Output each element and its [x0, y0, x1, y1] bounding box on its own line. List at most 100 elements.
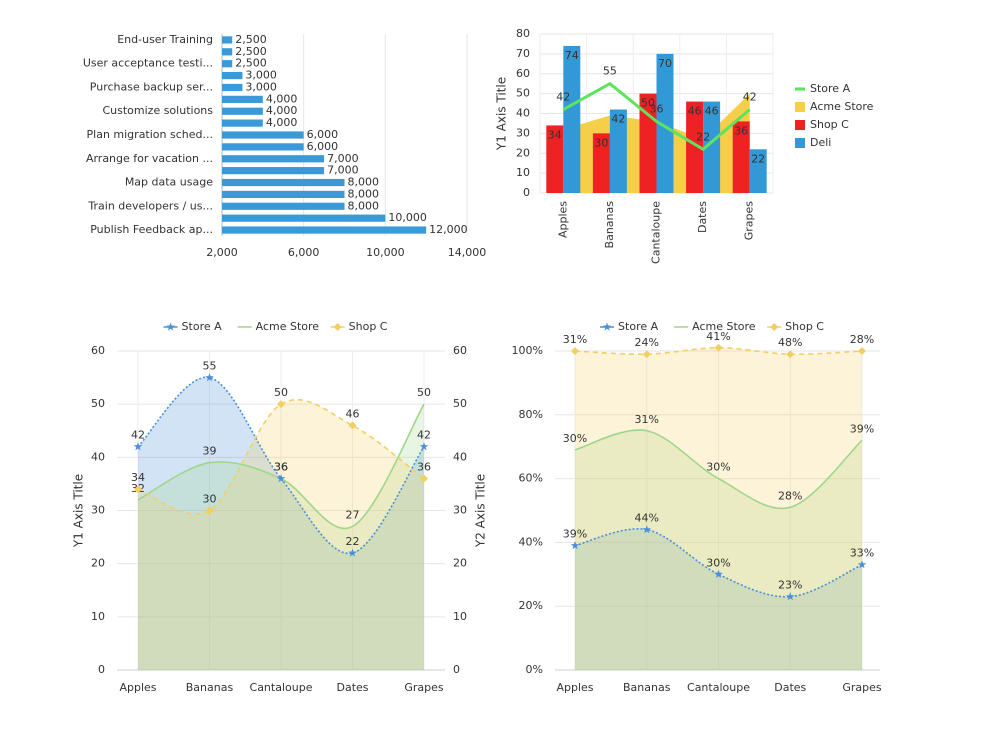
- marker: [348, 421, 357, 430]
- y-tick-label: 80: [516, 27, 530, 40]
- bar: [222, 143, 304, 151]
- bar: [222, 119, 263, 127]
- x-tick-label: Cantaloupe: [250, 681, 313, 694]
- y-tick-label: 0: [98, 663, 105, 676]
- y-tick-label: Arrange for vacation ...: [86, 152, 213, 165]
- y2-tick-label: 20: [453, 557, 467, 570]
- marker: [205, 373, 214, 382]
- data-label: 41%: [706, 330, 730, 343]
- x-tick-label: Grapes: [842, 681, 882, 694]
- bar: [563, 45, 581, 193]
- data-label: 70: [658, 57, 672, 70]
- data-label: 34: [131, 471, 145, 484]
- x-tick-label: Bananas: [186, 681, 234, 694]
- y-tick-label: 60%: [519, 472, 543, 485]
- data-label: 33%: [850, 547, 874, 560]
- y-tick-label: 70: [516, 47, 530, 60]
- value-label: 2,500: [235, 45, 266, 58]
- y2-tick-label: 30: [453, 504, 467, 517]
- bar: [222, 107, 263, 115]
- marker: [419, 442, 429, 451]
- line: [574, 347, 863, 356]
- value-label: 7,000: [327, 164, 359, 177]
- y-tick-label: User acceptance testi...: [83, 57, 213, 70]
- value-label: 6,000: [307, 128, 339, 141]
- y-tick-label: 40%: [519, 535, 543, 548]
- value-label: 12,000: [429, 223, 468, 236]
- y-tick-label: Plan migration sched...: [87, 128, 213, 141]
- marker: [571, 347, 579, 355]
- y-tick-label: 30: [91, 504, 105, 517]
- data-label: 42: [743, 91, 757, 104]
- data-label: 30%: [706, 461, 730, 474]
- data-label: 42: [417, 429, 431, 442]
- legend-label: Shop C: [785, 320, 824, 333]
- value-label: 8,000: [348, 187, 380, 200]
- x-tick-label: 6,000: [288, 246, 320, 259]
- data-label: 23%: [778, 579, 802, 592]
- bar: [592, 133, 610, 193]
- legend-label: Shop C: [349, 320, 388, 333]
- bar: [222, 83, 243, 92]
- data-label: 31%: [563, 333, 587, 346]
- legend-swatch: [795, 138, 805, 148]
- data-label: 36: [417, 461, 431, 474]
- value-label: 7,000: [327, 152, 359, 165]
- x-tick-label: Cantaloupe: [650, 201, 663, 264]
- y-tick-label: 60: [91, 344, 105, 357]
- marker: [420, 474, 428, 483]
- y2-tick-label: 40: [453, 450, 467, 463]
- bar: [222, 190, 345, 199]
- legend-swatch: [795, 102, 805, 112]
- data-label: 22: [346, 535, 360, 548]
- marker: [205, 506, 214, 515]
- bar: [222, 95, 263, 103]
- y2-tick-label: 60: [453, 344, 467, 357]
- data-label: 22: [751, 152, 765, 165]
- marker: [348, 548, 357, 557]
- bar: [222, 167, 325, 175]
- bar: [222, 60, 233, 68]
- marker: [857, 560, 867, 569]
- bar: [222, 71, 243, 80]
- data-label: 39%: [563, 528, 587, 541]
- area: [575, 430, 862, 670]
- data-label: 55: [203, 360, 217, 373]
- data-label: 46: [705, 105, 719, 118]
- y-axis-title: Y1 Axis Title: [495, 77, 509, 151]
- data-label: 30%: [563, 432, 587, 445]
- area: [575, 528, 862, 670]
- value-label: 4,000: [266, 104, 298, 117]
- x-tick-label: Grapes: [404, 681, 444, 694]
- line: [574, 528, 863, 598]
- x-tick-label: Dates: [774, 681, 806, 694]
- y-tick-label: Train developers / us...: [87, 199, 213, 212]
- data-label: 42: [556, 91, 570, 104]
- data-label: 22: [696, 130, 710, 143]
- y-tick-label: 100%: [512, 344, 543, 357]
- legend-label: Deli: [810, 136, 831, 149]
- data-label: 36: [734, 124, 748, 137]
- marker: [134, 485, 142, 494]
- bar: [222, 226, 427, 234]
- area: [138, 404, 424, 670]
- data-label: 30: [203, 493, 217, 506]
- y-tick-label: End-user Training: [117, 33, 213, 46]
- marker: [858, 347, 866, 355]
- y-tick-label: Customize solutions: [102, 104, 213, 117]
- data-label: 50: [641, 97, 655, 110]
- marker: [570, 541, 580, 550]
- bar: [546, 125, 564, 193]
- marker: [166, 322, 175, 331]
- x-tick-label: Apples: [119, 681, 156, 694]
- bar: [703, 101, 721, 193]
- y2-tick-label: 10: [453, 610, 467, 623]
- y-tick-label: 0%: [526, 663, 543, 676]
- data-label: 36: [274, 461, 288, 474]
- data-label: 30%: [706, 556, 730, 569]
- line: [574, 429, 863, 510]
- legend-swatch: [795, 120, 805, 130]
- y-tick-label: 30: [516, 126, 530, 139]
- data-label: 34: [548, 128, 562, 141]
